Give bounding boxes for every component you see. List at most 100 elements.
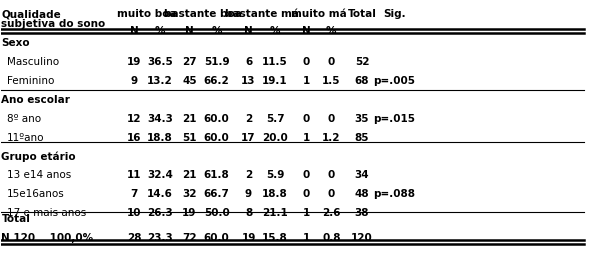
Text: 9: 9: [131, 76, 138, 86]
Text: 19.1: 19.1: [263, 76, 288, 86]
Text: bastante má: bastante má: [225, 9, 299, 19]
Text: 85: 85: [355, 133, 369, 143]
Text: 120: 120: [351, 233, 373, 243]
Text: 21: 21: [182, 170, 197, 180]
Text: Qualidade: Qualidade: [1, 9, 61, 19]
Text: bastante boa: bastante boa: [164, 9, 242, 19]
Text: 19: 19: [182, 208, 197, 218]
Text: 26.3: 26.3: [147, 208, 173, 218]
Text: 45: 45: [182, 76, 197, 86]
Text: 19: 19: [241, 233, 255, 243]
Text: %: %: [270, 26, 280, 36]
Text: Sig.: Sig.: [383, 9, 406, 19]
Text: 28: 28: [127, 233, 141, 243]
Text: 15e16anos: 15e16anos: [7, 189, 65, 199]
Text: 14.6: 14.6: [147, 189, 173, 199]
Text: 0: 0: [328, 189, 335, 199]
Text: 1.5: 1.5: [322, 76, 340, 86]
Text: p=.015: p=.015: [374, 114, 416, 124]
Text: 16: 16: [127, 133, 141, 143]
Text: %: %: [211, 26, 222, 36]
Text: 1.2: 1.2: [322, 133, 340, 143]
Text: Feminino: Feminino: [7, 76, 55, 86]
Text: 51: 51: [182, 133, 197, 143]
Text: 8: 8: [245, 208, 252, 218]
Text: 13.2: 13.2: [147, 76, 173, 86]
Text: 19: 19: [127, 57, 141, 67]
Text: muito má: muito má: [291, 9, 347, 19]
Text: 11: 11: [127, 170, 141, 180]
Text: N: N: [244, 26, 253, 36]
Text: 1: 1: [303, 233, 310, 243]
Text: 68: 68: [355, 76, 369, 86]
Text: p=.088: p=.088: [374, 189, 416, 199]
Text: 0: 0: [303, 114, 310, 124]
Text: 5.7: 5.7: [266, 114, 285, 124]
Text: 1: 1: [303, 76, 310, 86]
Text: 50.0: 50.0: [204, 208, 229, 218]
Text: 12: 12: [127, 114, 141, 124]
Text: 7: 7: [131, 189, 138, 199]
Text: 0: 0: [303, 57, 310, 67]
Text: 66.2: 66.2: [204, 76, 229, 86]
Text: 52: 52: [355, 57, 369, 67]
Text: N 120    100,0%: N 120 100,0%: [1, 233, 93, 243]
Text: 5.9: 5.9: [266, 170, 285, 180]
Text: 23.3: 23.3: [147, 233, 173, 243]
Text: 1: 1: [303, 208, 310, 218]
Text: 35: 35: [355, 114, 369, 124]
Text: Masculino: Masculino: [7, 57, 59, 67]
Text: 18.8: 18.8: [147, 133, 173, 143]
Text: 10: 10: [127, 208, 141, 218]
Text: 6: 6: [245, 57, 252, 67]
Text: muito boa: muito boa: [117, 9, 177, 19]
Text: 0: 0: [303, 170, 310, 180]
Text: 18.8: 18.8: [262, 189, 288, 199]
Text: 17 e mais anos: 17 e mais anos: [7, 208, 87, 218]
Text: 21.1: 21.1: [262, 208, 288, 218]
Text: Total: Total: [347, 9, 377, 19]
Text: 2: 2: [245, 114, 252, 124]
Text: Grupo etário: Grupo etário: [1, 151, 76, 162]
Text: 17: 17: [241, 133, 256, 143]
Text: 13: 13: [241, 76, 256, 86]
Text: 36.5: 36.5: [147, 57, 173, 67]
Text: 13 e14 anos: 13 e14 anos: [7, 170, 71, 180]
Text: %: %: [326, 26, 337, 36]
Text: 2.6: 2.6: [322, 208, 340, 218]
Text: 34: 34: [355, 170, 369, 180]
Text: 60.0: 60.0: [204, 133, 229, 143]
Text: N: N: [130, 26, 139, 36]
Text: Ano escolar: Ano escolar: [1, 95, 70, 105]
Text: 27: 27: [182, 57, 197, 67]
Text: N: N: [185, 26, 194, 36]
Text: 0.8: 0.8: [322, 233, 340, 243]
Text: 60.0: 60.0: [204, 233, 229, 243]
Text: 51.9: 51.9: [204, 57, 229, 67]
Text: 48: 48: [355, 189, 369, 199]
Text: 0: 0: [303, 189, 310, 199]
Text: 32.4: 32.4: [147, 170, 173, 180]
Text: 34.3: 34.3: [147, 114, 173, 124]
Text: 38: 38: [355, 208, 369, 218]
Text: N: N: [302, 26, 311, 36]
Text: 0: 0: [328, 114, 335, 124]
Text: subjetiva do sono: subjetiva do sono: [1, 19, 106, 29]
Text: 11.5: 11.5: [262, 57, 288, 67]
Text: 15.8: 15.8: [262, 233, 288, 243]
Text: 0: 0: [328, 57, 335, 67]
Text: 60.0: 60.0: [204, 114, 229, 124]
Text: 8º ano: 8º ano: [7, 114, 42, 124]
Text: Total: Total: [1, 214, 30, 224]
Text: 11ºano: 11ºano: [7, 133, 45, 143]
Text: p=.005: p=.005: [374, 76, 416, 86]
Text: 66.7: 66.7: [204, 189, 229, 199]
Text: 1: 1: [303, 133, 310, 143]
Text: 9: 9: [245, 189, 252, 199]
Text: 2: 2: [245, 170, 252, 180]
Text: 61.8: 61.8: [204, 170, 229, 180]
Text: 21: 21: [182, 114, 197, 124]
Text: 32: 32: [182, 189, 197, 199]
Text: %: %: [154, 26, 165, 36]
Text: 72: 72: [182, 233, 197, 243]
